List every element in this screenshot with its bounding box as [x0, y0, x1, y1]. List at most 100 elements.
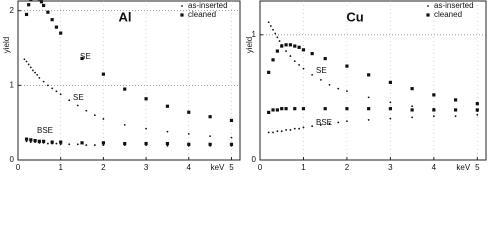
marker-square	[310, 51, 314, 56]
marker-dot	[76, 104, 79, 107]
legend-label: as-inserted	[188, 1, 228, 10]
marker-square	[410, 108, 414, 112]
marker-square	[293, 44, 297, 48]
marker-square	[280, 107, 284, 111]
marker-square	[293, 107, 297, 111]
marker-dot	[93, 144, 96, 146]
marker-dot	[272, 131, 274, 134]
marker-square	[80, 56, 84, 61]
marker-square	[33, 138, 37, 143]
x-axis-label: keV	[456, 163, 470, 172]
annotation: SE	[316, 66, 327, 75]
marker-dot	[166, 130, 169, 133]
marker-dot	[68, 143, 71, 146]
marker-square	[144, 141, 148, 146]
legend-label: cleaned	[434, 10, 462, 19]
marker-square	[280, 44, 284, 48]
marker-dot	[55, 90, 58, 93]
y-tick-label: 0	[10, 155, 15, 164]
marker-square	[288, 43, 293, 47]
marker-square	[271, 108, 275, 112]
marker-dot	[298, 127, 301, 130]
legend-label: cleaned	[188, 10, 216, 19]
marker-dot	[278, 40, 281, 42]
marker-square	[229, 118, 234, 123]
marker-square	[367, 73, 371, 77]
chart-title: Al	[119, 9, 132, 24]
marker-dot	[42, 80, 45, 83]
marker-dot	[27, 63, 30, 66]
marker-square	[80, 141, 84, 145]
marker-dot	[328, 122, 331, 125]
marker-square	[410, 87, 414, 91]
marker-dot	[29, 141, 32, 143]
marker-square	[475, 108, 479, 112]
marker-square	[345, 64, 349, 68]
marker-dot	[285, 50, 287, 52]
x-tick-label: 0	[16, 163, 21, 172]
annotation: BSE	[37, 126, 53, 135]
marker-dot	[34, 71, 36, 74]
marker-dot	[23, 58, 26, 61]
marker-dot	[267, 131, 270, 134]
y-tick-label: 1	[10, 80, 15, 89]
marker-square	[187, 142, 191, 146]
marker-square	[165, 141, 170, 146]
marker-square	[208, 142, 212, 146]
marker-dot	[367, 96, 370, 99]
x-tick-label: 1	[58, 163, 63, 172]
marker-dot	[337, 87, 340, 90]
x-tick-label: 2	[345, 163, 350, 172]
marker-dot	[280, 130, 283, 133]
marker-dot	[76, 143, 79, 146]
marker-square	[50, 18, 54, 22]
marker-dot	[267, 21, 270, 24]
marker-square	[59, 140, 63, 144]
marker-square	[208, 115, 212, 119]
marker-dot	[311, 125, 314, 128]
annotation: SE	[80, 52, 91, 61]
marker-dot	[302, 67, 305, 70]
marker-square	[297, 45, 301, 49]
marker-dot	[85, 144, 88, 146]
y-axis-label: yield	[2, 37, 11, 53]
marker-square	[275, 49, 279, 53]
marker-dot	[51, 87, 54, 90]
x-tick-label: 5	[475, 163, 480, 172]
marker-dot	[389, 117, 392, 120]
marker-dot	[46, 84, 49, 87]
marker-square	[301, 107, 306, 111]
x-tick-label: 4	[432, 163, 437, 172]
plot-frame	[17, 0, 241, 161]
marker-dot	[269, 25, 272, 27]
marker-square	[271, 58, 275, 62]
marker-dot	[311, 73, 314, 76]
marker-dot	[411, 116, 414, 119]
marker-square	[284, 107, 288, 111]
x-tick-label: 4	[187, 163, 192, 172]
marker-square	[453, 108, 458, 112]
marker-square	[123, 141, 127, 146]
marker-dot	[319, 78, 322, 81]
marker-square	[24, 12, 29, 17]
marker-dot	[276, 36, 279, 39]
marker-dot	[59, 93, 62, 96]
marker-dot	[123, 124, 126, 126]
marker-dot	[25, 60, 28, 63]
marker-dot	[411, 105, 414, 108]
marker-square	[42, 3, 46, 8]
marker-dot	[230, 136, 233, 139]
marker-dot	[476, 114, 479, 116]
marker-dot	[38, 76, 41, 79]
marker-square	[284, 43, 288, 47]
marker-square	[229, 142, 234, 146]
marker-square	[475, 102, 479, 106]
x-tick-label: 2	[101, 163, 106, 172]
legend-marker	[427, 5, 429, 7]
marker-square	[275, 108, 279, 112]
marker-dot	[289, 55, 292, 57]
marker-square	[54, 25, 59, 29]
marker-dot	[145, 127, 147, 130]
marker-square	[46, 10, 50, 14]
marker-square	[123, 87, 127, 91]
